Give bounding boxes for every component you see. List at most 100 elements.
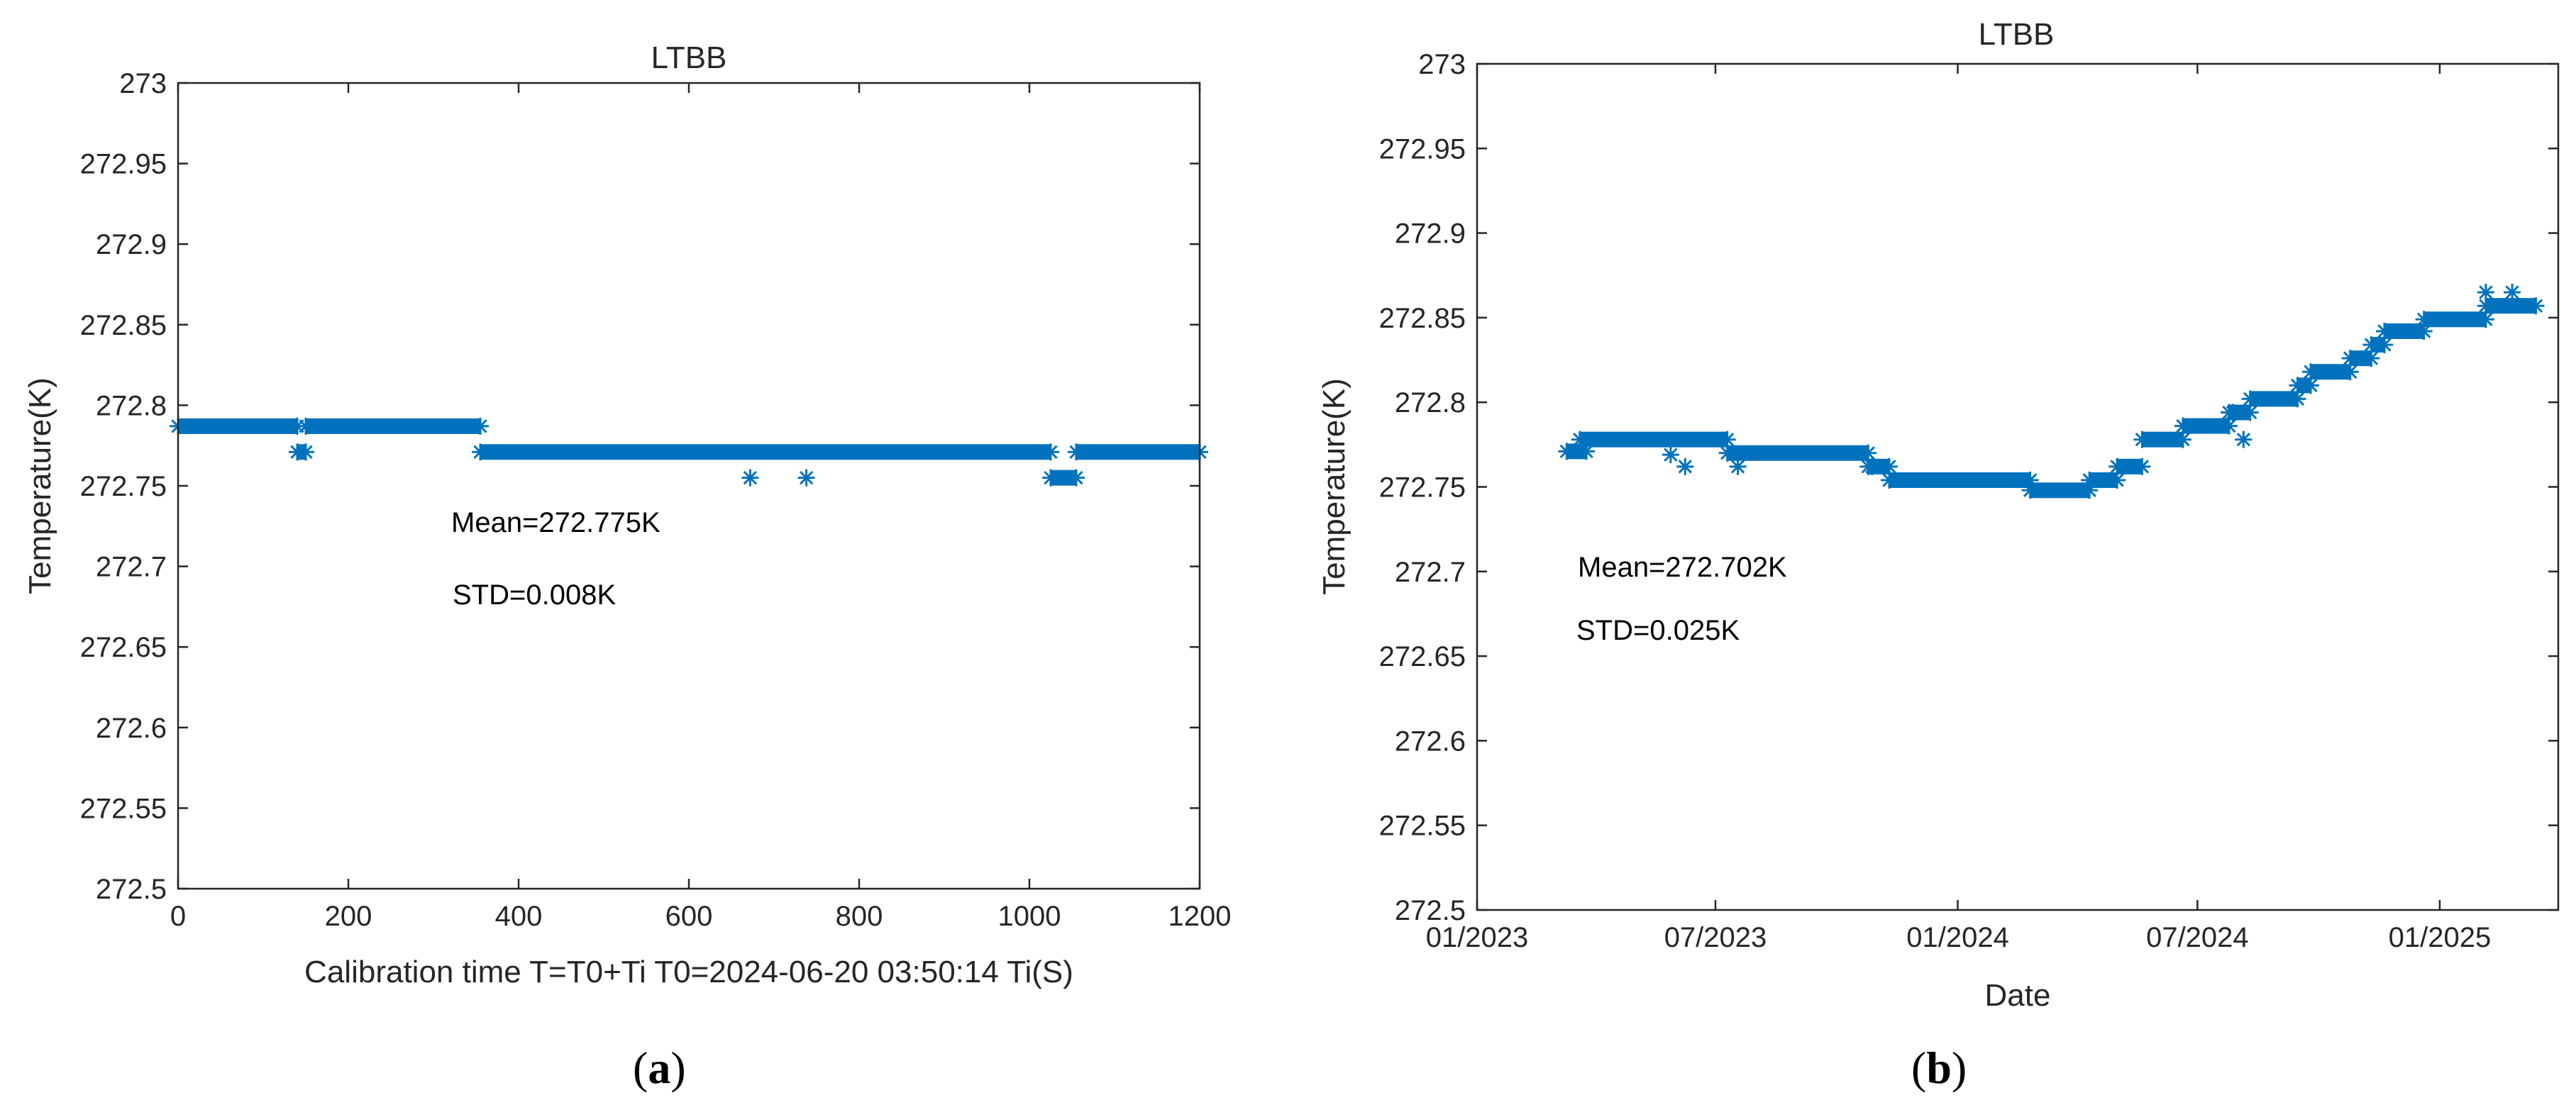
x-tick-label: 01/2025 — [2389, 922, 2492, 953]
data-band — [2311, 364, 2350, 380]
data-point-outlier — [797, 469, 815, 487]
y-tick-label: 272.95 — [80, 149, 167, 180]
data-band — [1889, 472, 2030, 488]
data-band — [2485, 298, 2536, 314]
panel-b-label: (b) — [1911, 1043, 1967, 1093]
data-point-outlier — [741, 469, 759, 487]
data-point — [2174, 417, 2191, 435]
data-band — [1579, 431, 1728, 448]
panel-b-x-axis-label: Date — [1985, 978, 2051, 1013]
x-tick-label: 800 — [836, 901, 883, 932]
y-tick-label: 272.55 — [1379, 811, 1466, 842]
data-band — [2117, 458, 2143, 474]
data-point — [2241, 390, 2259, 408]
data-point — [2341, 350, 2359, 367]
data-point — [2021, 482, 2039, 499]
x-tick-label: 1000 — [998, 901, 1061, 932]
data-point — [1042, 443, 1059, 461]
panel-b-label-letter: b — [1926, 1043, 1952, 1093]
panel-a-title: LTBB — [651, 40, 727, 75]
y-tick-label: 272.5 — [1395, 895, 1466, 926]
y-tick-label: 272.95 — [1379, 133, 1466, 165]
data-point — [2302, 363, 2320, 381]
data-band — [178, 418, 297, 434]
data-point — [2362, 350, 2380, 367]
data-band — [2030, 482, 2090, 499]
data-point — [2415, 311, 2433, 328]
x-tick-label: 01/2023 — [1426, 922, 1529, 953]
data-band — [1051, 470, 1076, 486]
y-tick-label: 272.75 — [1379, 472, 1466, 504]
y-tick-label: 273 — [1418, 49, 1466, 80]
data-point — [2341, 363, 2359, 381]
panel-a-label-letter: a — [648, 1043, 670, 1093]
data-point-outlier — [2224, 404, 2242, 421]
data-point-outlier — [1863, 457, 1881, 475]
y-tick-label: 272.55 — [80, 793, 167, 824]
panel-a-ticks: 272.5 272.55 272.6 272.65 272.7 272.75 272.8 27… — [80, 68, 1232, 932]
y-tick-label: 272.6 — [1395, 726, 1466, 757]
panel-a-marks — [170, 417, 1208, 487]
y-tick-label: 272.7 — [96, 552, 167, 583]
data-band — [306, 418, 480, 434]
data-band — [2182, 418, 2229, 434]
data-point-outlier — [2504, 284, 2521, 301]
data-point — [2133, 431, 2151, 448]
data-band — [2250, 391, 2298, 407]
data-point — [297, 417, 314, 435]
data-band — [480, 444, 1051, 460]
panel-a-y-axis-label: Temperature(K) — [23, 377, 57, 594]
x-tick-label: 600 — [665, 901, 713, 932]
data-point-outlier — [1662, 446, 1679, 464]
y-tick-label: 272.65 — [80, 632, 167, 663]
data-band — [2423, 311, 2486, 328]
y-tick-label: 272.85 — [1379, 303, 1466, 334]
panel-b: LTBB 272.5272.55272.6272.65272.7272.7527… — [1317, 17, 2560, 1093]
panel-a-axes-box — [177, 82, 1201, 890]
panel-a-mean-annotation: Mean=272.775K — [451, 507, 660, 538]
data-point-outlier — [2477, 284, 2494, 301]
data-point — [1068, 469, 1085, 487]
data-point — [472, 417, 489, 435]
y-tick-label: 272.85 — [80, 310, 167, 341]
x-tick-label: 07/2024 — [2146, 922, 2249, 953]
y-tick-label: 272.65 — [1379, 641, 1466, 672]
data-band — [1076, 444, 1200, 460]
data-point — [1571, 431, 1588, 448]
y-tick-label: 273 — [119, 68, 167, 99]
y-tick-label: 272.5 — [96, 874, 167, 905]
data-point — [1068, 443, 1085, 461]
data-point — [472, 443, 489, 461]
panel-a-std-annotation: STD=0.008K — [453, 579, 616, 611]
data-point — [2527, 297, 2545, 315]
data-point — [2477, 311, 2494, 328]
data-point — [1042, 469, 1059, 487]
x-tick-label: 1200 — [1168, 901, 1232, 932]
panel-b-ticks: 272.5 272.55 272.6 272.65 272.7 272.75 272.8 27… — [1379, 49, 2558, 953]
data-point — [1558, 443, 1576, 460]
data-band — [1727, 445, 1869, 461]
data-band — [2142, 431, 2183, 448]
x-tick-label: 0 — [170, 901, 186, 932]
x-tick-label: 400 — [495, 901, 543, 932]
data-point-outlier — [1729, 457, 1747, 475]
data-point — [2375, 322, 2393, 340]
data-point — [2081, 471, 2099, 489]
data-point — [2108, 457, 2126, 475]
panel-b-title: LTBB — [1979, 17, 2055, 52]
y-tick-label: 272.8 — [96, 390, 167, 421]
data-point — [2302, 377, 2320, 394]
panel-a: LTBB 272.5272.55272.6272.65272.7272.7527… — [23, 40, 1231, 1093]
data-point — [1718, 444, 1736, 462]
data-point-outlier — [1676, 457, 1694, 475]
data-point — [297, 443, 314, 461]
data-point-outlier — [2235, 431, 2252, 448]
x-tick-label: 01/2024 — [1906, 922, 2009, 953]
panel-b-marks — [1558, 284, 2545, 499]
y-tick-label: 272.6 — [96, 713, 167, 744]
y-tick-label: 272.75 — [80, 471, 167, 502]
panel-b-std-annotation: STD=0.025K — [1576, 615, 1740, 646]
data-band — [2384, 323, 2424, 339]
panel-b-y-axis-label: Temperature(K) — [1317, 378, 1351, 595]
